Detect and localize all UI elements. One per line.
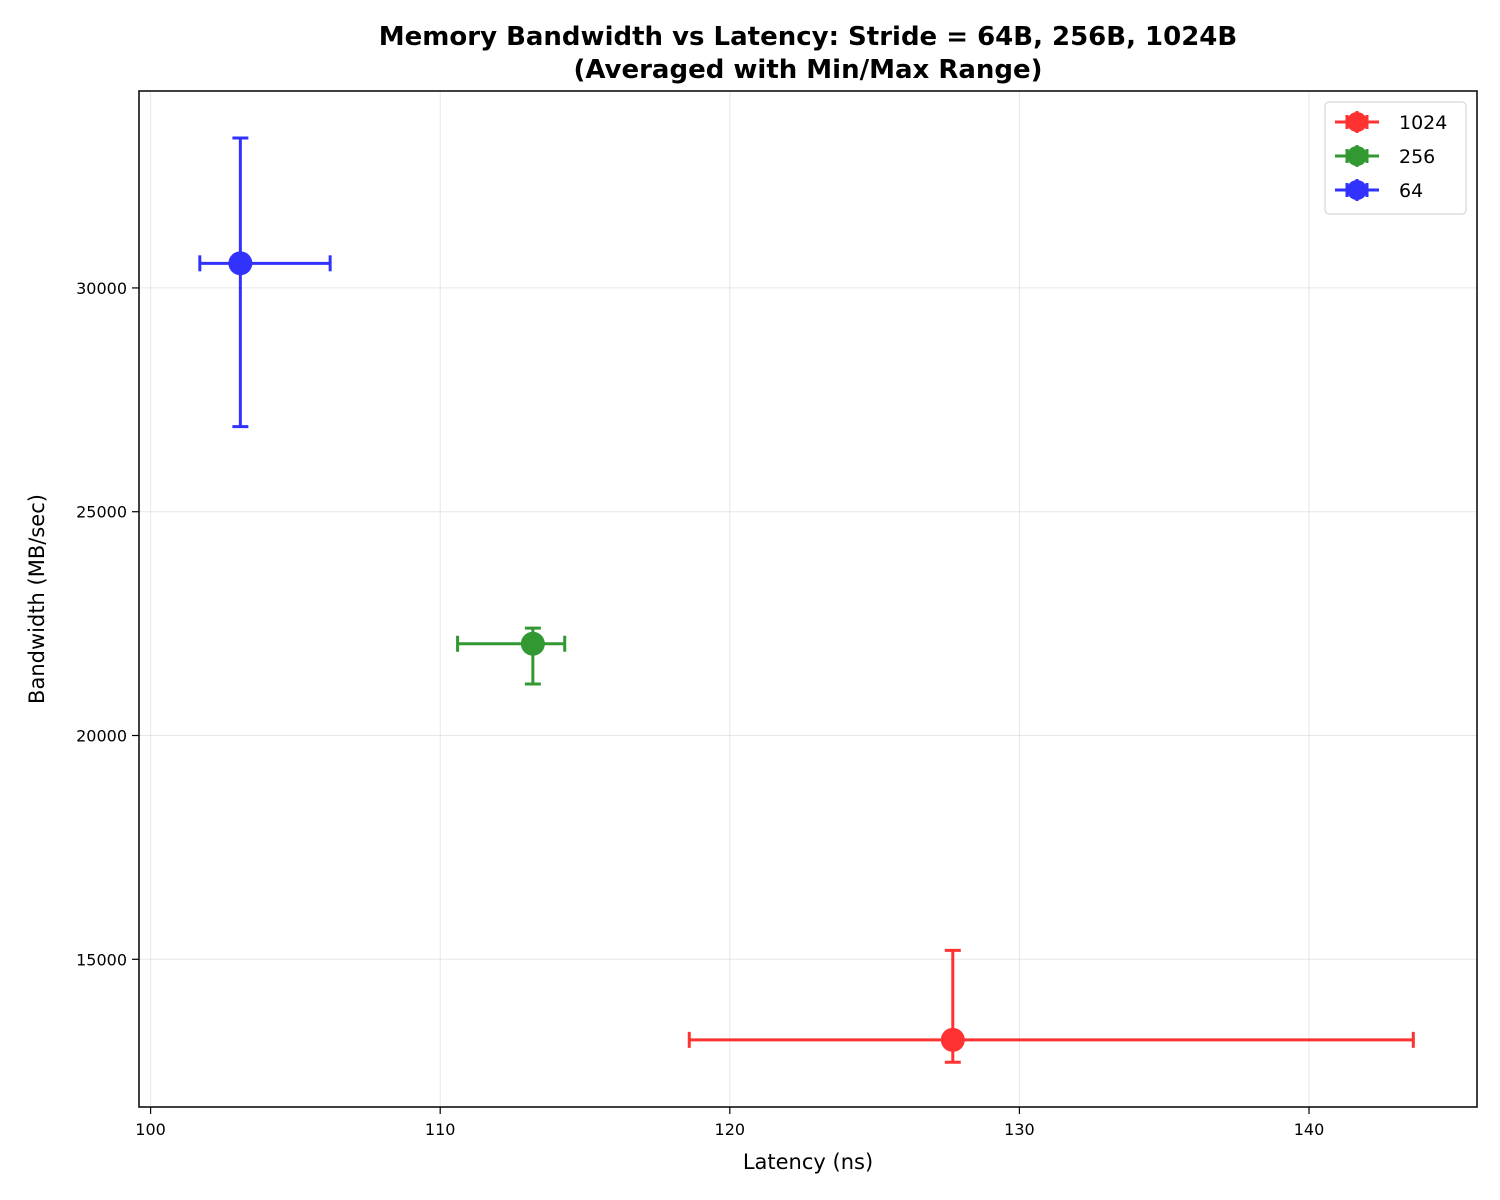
series-64 (198, 136, 332, 429)
y-tick-label: 20000 (76, 727, 127, 746)
legend-label: 1024 (1399, 112, 1447, 134)
legend-symbol (1335, 111, 1379, 133)
legend-label: 256 (1399, 146, 1435, 168)
y-tick-label: 30000 (76, 279, 127, 298)
legend-marker (1347, 180, 1367, 200)
x-axis: 100 110 120 130 140 (135, 1107, 1324, 1139)
legend-symbol (1335, 145, 1379, 167)
legend-marker (1347, 146, 1367, 166)
y-tick-label: 15000 (76, 950, 127, 969)
grid (139, 91, 1477, 1107)
x-axis-label: Latency (ns) (743, 1150, 873, 1174)
legend-item: 64 (1335, 179, 1423, 202)
data-point (940, 1027, 965, 1052)
data-point (228, 251, 253, 276)
x-tick-label: 120 (715, 1120, 746, 1139)
legend: 1024 256 64 (1324, 101, 1467, 215)
y-axis: 15000 20000 25000 30000 (76, 279, 139, 969)
x-tick-label: 100 (135, 1120, 166, 1139)
chart-subtitle: (Averaged with Min/Max Range) (573, 55, 1042, 85)
legend-symbol (1335, 179, 1379, 201)
series-1024 (687, 948, 1415, 1064)
y-axis-label: Bandwidth (MB/sec) (25, 494, 49, 704)
series-256 (456, 626, 567, 686)
x-tick-label: 130 (1004, 1120, 1035, 1139)
legend-item: 256 (1335, 145, 1435, 168)
x-tick-label: 110 (425, 1120, 456, 1139)
data-point (520, 631, 545, 656)
legend-marker (1347, 112, 1367, 132)
legend-item: 1024 (1335, 111, 1447, 134)
chart-title: Memory Bandwidth vs Latency: Stride = 64… (379, 22, 1237, 52)
plot-frame (138, 90, 1478, 1108)
y-tick-label: 25000 (76, 503, 127, 522)
legend-label: 64 (1399, 180, 1423, 202)
data-marks (198, 136, 1415, 1064)
x-tick-label: 140 (1294, 1120, 1325, 1139)
